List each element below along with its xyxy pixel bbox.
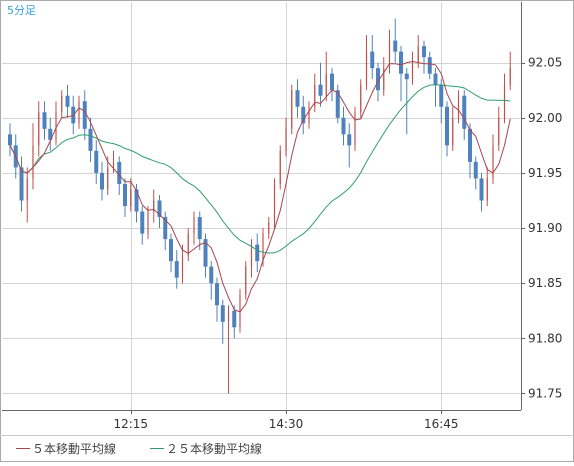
candle-body-down <box>439 84 444 107</box>
candle-body-down <box>427 57 432 74</box>
candle-body-down <box>330 73 334 91</box>
candle-body-down <box>479 178 484 201</box>
candle-body-down <box>341 117 346 135</box>
candle-body-down <box>404 73 409 80</box>
y-tick-label: 92.05 <box>528 56 562 70</box>
candle-body-down <box>203 239 208 267</box>
candle-layer <box>8 18 511 394</box>
moving-average-layer <box>9 60 511 313</box>
candle-body-down <box>134 189 139 212</box>
candle-body-down <box>82 101 87 129</box>
legend-label-ma5: ５本移動平均線 <box>32 441 116 456</box>
ma5-line <box>9 60 511 313</box>
candle-body-down <box>215 283 219 306</box>
candle-body-down <box>209 266 214 284</box>
candle-body-down <box>370 51 375 69</box>
candle-body-down <box>347 134 352 146</box>
x-tick-label: 14:30 <box>269 417 304 431</box>
grid-layer <box>2 2 521 410</box>
x-tick-label: 16:45 <box>424 417 459 431</box>
candle-body-down <box>48 128 53 140</box>
candle-body-down <box>42 112 47 129</box>
candle-body-down <box>88 128 93 151</box>
candle-body-down <box>445 106 449 146</box>
candle-body-down <box>295 90 300 107</box>
candle-body-down <box>8 134 12 146</box>
candle-body-down <box>100 172 104 190</box>
candle-body-down <box>473 161 478 179</box>
candle-body-down <box>140 211 145 234</box>
legend-label-ma25: ２５本移動平均線 <box>166 441 262 456</box>
candle-body-down <box>174 261 179 278</box>
y-tick-label: 91.75 <box>528 386 562 400</box>
candle-body-down <box>169 239 173 262</box>
timeframe-label: 5分足 <box>7 4 36 17</box>
y-tick-label: 91.90 <box>528 221 562 235</box>
y-tick-label: 91.95 <box>528 166 562 180</box>
candle-body-down <box>163 217 168 240</box>
candle-body-down <box>393 40 398 52</box>
candle-body-down <box>422 46 426 58</box>
ma25-line <box>9 84 511 254</box>
candle-body-down <box>117 161 122 184</box>
candle-body-down <box>318 84 323 96</box>
candle-body-down <box>255 244 260 262</box>
y-tick-label: 92.00 <box>528 111 562 125</box>
candle-body-down <box>123 183 127 206</box>
candle-body-down <box>65 95 70 107</box>
candle-body-down <box>232 310 237 328</box>
candle-body-down <box>335 90 340 118</box>
y-tick-label: 91.80 <box>528 331 562 345</box>
candle-body-down <box>301 106 306 124</box>
candle-body-down <box>399 51 403 74</box>
candle-body-down <box>19 167 24 201</box>
candle-body-down <box>157 200 162 218</box>
candle-body-down <box>433 73 438 85</box>
candle-body-down <box>220 305 225 322</box>
y-tick-label: 91.85 <box>528 276 562 290</box>
candle-body-down <box>94 150 99 173</box>
label-layer: 92.05 92.00 91.95 91.90 91.85 91.80 91.75 12:15… <box>7 4 562 456</box>
candle-body-down <box>376 68 380 91</box>
x-tick-label: 12:15 <box>113 417 148 431</box>
candle-body-down <box>462 95 467 129</box>
candle-body-down <box>197 217 202 240</box>
candle-body-down <box>468 128 472 162</box>
